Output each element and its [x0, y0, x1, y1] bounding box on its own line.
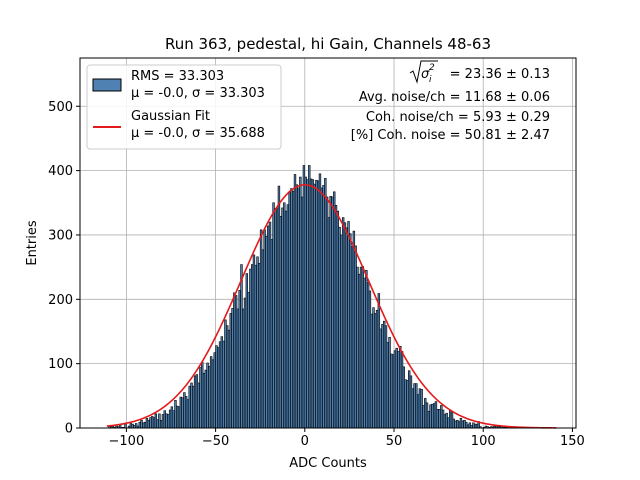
- y-tick-label: 400: [48, 164, 73, 179]
- pct-coh-noise-text: [%] Coh. noise = 50.81 ± 2.47: [351, 128, 550, 143]
- y-tick-label: 500: [48, 100, 73, 115]
- x-tick-label: −100: [109, 434, 145, 449]
- gaussian-fit-line: [106, 183, 557, 429]
- legend-histogram-swatch: [92, 78, 122, 92]
- avg-noise-text: Avg. noise/ch = 11.68 ± 0.06: [359, 90, 550, 105]
- coh-noise-text: Coh. noise/ch = 5.93 ± 0.29: [366, 110, 550, 125]
- x-tick-label: 150: [560, 434, 585, 449]
- legend-histogram-label: RMS = 33.303: [131, 69, 224, 84]
- legend: RMS = 33.303 μ = -0.0, σ = 33.303 Gaussi…: [86, 64, 282, 150]
- legend-fit-stats: μ = -0.0, σ = 35.688: [131, 126, 265, 141]
- x-tick-label: 100: [471, 434, 496, 449]
- histogram-bar: [124, 423, 127, 429]
- svg-text:σ: σ: [421, 67, 430, 82]
- x-tick-label: 0: [301, 434, 309, 449]
- svg-text:2: 2: [429, 63, 435, 73]
- sqrt-sigma-symbol: σ 2 i: [409, 60, 438, 85]
- x-axis-ticks: −100 −50 0 50 100 150: [109, 428, 585, 449]
- y-axis-ticks: 0 100 200 300 400 500: [48, 100, 80, 437]
- x-tick-label: −50: [202, 434, 229, 449]
- plot-frame: [79, 57, 577, 429]
- noise-annotations: σ 2 i = 23.36 ± 0.13 Avg. noise/ch = 11.…: [351, 60, 550, 143]
- y-tick-label: 100: [48, 357, 73, 372]
- x-tick-label: 50: [386, 434, 403, 449]
- sigma-value-text: = 23.36 ± 0.13: [450, 67, 550, 82]
- gaussian-fit-curve: [106, 183, 557, 429]
- y-tick-label: 300: [48, 228, 73, 243]
- chart-title: Run 363, pedestal, hi Gain, Channels 48-…: [165, 35, 491, 53]
- legend-fit-label: Gaussian Fit: [131, 109, 210, 124]
- x-axis-label: ADC Counts: [289, 456, 367, 471]
- legend-histogram-stats: μ = -0.0, σ = 33.303: [131, 86, 265, 101]
- y-axis-label: Entries: [25, 220, 40, 266]
- svg-text:i: i: [429, 75, 432, 85]
- y-tick-label: 200: [48, 293, 73, 308]
- legend-box: [86, 64, 282, 150]
- y-tick-label: 0: [65, 422, 73, 437]
